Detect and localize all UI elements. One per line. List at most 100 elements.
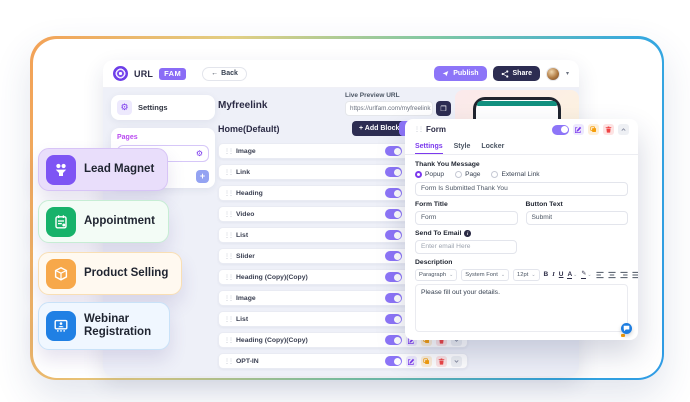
form-title-label: Form Title bbox=[415, 201, 448, 208]
edit-icon[interactable] bbox=[573, 124, 584, 135]
copy-url-button[interactable]: ❐ bbox=[436, 101, 451, 116]
font-select[interactable]: System Font ⌄ bbox=[461, 269, 510, 281]
share-icon bbox=[501, 69, 508, 78]
form-toggle[interactable] bbox=[552, 124, 569, 135]
radio-icon[interactable] bbox=[415, 171, 422, 178]
drag-handle-icon[interactable]: ⋮⋮ bbox=[224, 169, 234, 176]
delete-icon[interactable] bbox=[436, 355, 447, 367]
block-toggle[interactable] bbox=[385, 167, 402, 177]
user-avatar[interactable] bbox=[545, 66, 560, 81]
drag-handle-icon[interactable]: ⋮⋮ bbox=[224, 190, 234, 197]
block-toggle[interactable] bbox=[385, 314, 402, 324]
highlight-color-button[interactable]: ✎ ⌄ bbox=[581, 271, 592, 279]
caret-down-icon: ⌄ bbox=[449, 272, 454, 278]
preview-url-input[interactable]: https://urlfam.com/myfreelink bbox=[345, 101, 433, 116]
underline-icon[interactable]: U bbox=[558, 270, 564, 278]
add-block-button[interactable]: + Add Block bbox=[352, 121, 407, 136]
share-button[interactable]: Share bbox=[492, 66, 540, 81]
publish-icon bbox=[442, 71, 449, 77]
block-toggle[interactable] bbox=[385, 272, 402, 282]
preview-url-label: Live Preview URL bbox=[345, 92, 400, 99]
paragraph-select[interactable]: Paragraph ⌄ bbox=[415, 269, 458, 281]
radio-popup[interactable]: Popup bbox=[415, 171, 444, 178]
feature-label: Appointment bbox=[84, 214, 155, 227]
publish-button[interactable]: Publish bbox=[434, 66, 487, 81]
sidebar-item-settings[interactable]: ⚙ Settings bbox=[111, 95, 215, 120]
chat-widget-button[interactable] bbox=[621, 323, 632, 334]
drag-handle-icon[interactable]: ⋮⋮ bbox=[224, 232, 234, 239]
webinar-icon bbox=[46, 311, 76, 341]
block-label: Image bbox=[236, 294, 256, 302]
block-label: Heading (Copy)(Copy) bbox=[236, 336, 308, 344]
form-panel-title: Form bbox=[426, 125, 446, 134]
thank-you-select[interactable]: Form Is Submitted Thank You bbox=[415, 182, 628, 196]
chevron-down-icon[interactable] bbox=[451, 355, 462, 367]
drag-handle-icon[interactable]: ⋮⋮ bbox=[224, 211, 234, 218]
radio-label: Popup bbox=[425, 171, 445, 178]
feature-card-webinar-registration[interactable]: Webinar Registration bbox=[38, 302, 170, 350]
drag-handle-icon[interactable]: ⋮⋮ bbox=[224, 148, 234, 155]
caret-down-icon: ⌄ bbox=[500, 272, 506, 278]
drag-handle-icon[interactable]: ⋮⋮ bbox=[224, 337, 234, 344]
chat-widget-accent bbox=[621, 334, 625, 337]
tab-settings[interactable]: Settings bbox=[415, 140, 443, 154]
align-justify-icon[interactable] bbox=[632, 271, 638, 279]
form-panel-tabs: Settings Style Locker bbox=[405, 140, 638, 155]
block-label: Video bbox=[236, 210, 255, 218]
text-color-button[interactable]: A ⌄ bbox=[567, 270, 578, 280]
thank-you-options: Popup Page External Link bbox=[415, 171, 628, 178]
product-icon bbox=[46, 258, 76, 289]
block-toggle[interactable] bbox=[385, 188, 402, 198]
align-center-icon[interactable] bbox=[608, 271, 616, 279]
back-button[interactable]: ← Back bbox=[202, 66, 247, 81]
drag-handle-icon[interactable]: ⋮⋮ bbox=[224, 295, 234, 302]
radio-external-link[interactable]: External Link bbox=[491, 171, 540, 178]
email-input[interactable]: Enter email Here bbox=[415, 240, 518, 254]
avatar-caret-icon[interactable]: ▾ bbox=[565, 71, 569, 77]
block-toggle[interactable] bbox=[385, 146, 402, 156]
page-settings-gear-icon[interactable]: ⚙ bbox=[195, 149, 203, 158]
block-row[interactable]: ⋮⋮ OPT-IN bbox=[218, 353, 468, 369]
drag-handle-icon[interactable]: ⋮⋮ bbox=[414, 127, 424, 133]
block-toggle[interactable] bbox=[385, 335, 402, 345]
description-editor[interactable]: Please fill out your details. bbox=[415, 284, 628, 332]
feature-card-product-selling[interactable]: Product Selling bbox=[38, 252, 183, 295]
tab-style[interactable]: Style bbox=[453, 143, 471, 150]
appointment-icon bbox=[46, 206, 76, 237]
edit-icon[interactable] bbox=[406, 355, 417, 367]
duplicate-icon[interactable] bbox=[421, 355, 432, 367]
align-left-icon[interactable] bbox=[596, 271, 604, 279]
align-right-icon[interactable] bbox=[620, 271, 628, 279]
form-panel-body: Thank You Message Popup Page External Link… bbox=[405, 155, 638, 338]
block-toggle[interactable] bbox=[385, 209, 402, 219]
duplicate-icon[interactable] bbox=[588, 124, 599, 135]
block-toggle[interactable] bbox=[385, 251, 402, 261]
italic-icon[interactable]: I bbox=[552, 270, 555, 278]
drag-handle-icon[interactable]: ⋮⋮ bbox=[224, 274, 234, 281]
button-text-input[interactable]: Submit bbox=[525, 211, 628, 225]
thank-you-label: Thank You Message bbox=[415, 161, 480, 168]
feature-card-appointment[interactable]: Appointment bbox=[38, 200, 169, 243]
form-title-input[interactable]: Form bbox=[415, 211, 518, 225]
block-label: Image bbox=[236, 147, 256, 155]
font-size-select[interactable]: 12pt ⌄ bbox=[513, 269, 540, 281]
add-page-button[interactable]: + bbox=[196, 170, 209, 183]
radio-icon[interactable] bbox=[491, 171, 499, 178]
block-toggle[interactable] bbox=[385, 356, 402, 366]
feature-card-lead-magnet[interactable]: Lead Magnet bbox=[38, 148, 169, 191]
radio-page[interactable]: Page bbox=[455, 171, 480, 178]
radio-icon[interactable] bbox=[455, 171, 463, 178]
site-title: Myfreelink bbox=[218, 100, 268, 111]
block-label: Link bbox=[236, 168, 250, 176]
drag-handle-icon[interactable]: ⋮⋮ bbox=[224, 253, 234, 260]
chevron-up-icon[interactable] bbox=[618, 124, 629, 135]
drag-handle-icon[interactable]: ⋮⋮ bbox=[224, 358, 234, 365]
bold-icon[interactable]: B bbox=[543, 270, 549, 278]
brand-logo-icon bbox=[113, 66, 128, 81]
block-toggle[interactable] bbox=[385, 293, 402, 303]
drag-handle-icon[interactable]: ⋮⋮ bbox=[224, 316, 234, 323]
delete-icon[interactable] bbox=[603, 124, 614, 135]
tab-locker[interactable]: Locker bbox=[481, 143, 505, 150]
form-settings-panel: ⋮⋮ Form Settings Style Locker Thank You Me… bbox=[405, 119, 638, 340]
block-toggle[interactable] bbox=[385, 230, 402, 240]
